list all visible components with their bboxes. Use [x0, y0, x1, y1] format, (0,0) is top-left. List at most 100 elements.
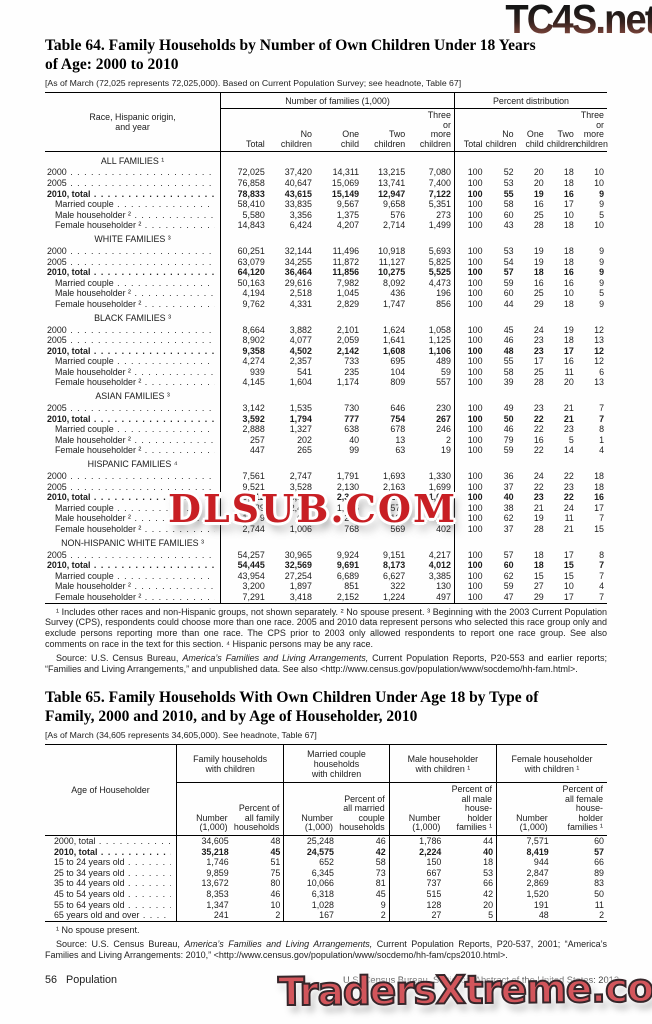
value-cell: 6,345 [311, 867, 334, 878]
source-italic: America’s Families and Living Arrangemen… [182, 653, 369, 664]
value-cell: 7 [599, 403, 604, 414]
value-cell: 2,888 [242, 424, 265, 435]
value-cell: 2,747 [289, 471, 312, 482]
value-cell: 33,835 [284, 199, 312, 210]
value-cell: 235 [344, 366, 360, 377]
value-cell: 447 [249, 445, 265, 456]
table-row: Married couple . . . . . . . . . . . . .… [45, 277, 607, 289]
value-cell: 54,257 [237, 549, 265, 560]
value-cell: 1,058 [408, 324, 455, 336]
value-cell: 13,215 [378, 167, 406, 178]
value-cell: 1,149 [408, 502, 455, 514]
value-cell: 1,535 [289, 403, 312, 414]
value-cell: 1,747 [383, 298, 406, 309]
value-cell: 1,330 [408, 471, 455, 482]
sub-header-percent-family: Percent of all family households [231, 782, 285, 836]
value-cell: 9,358 [242, 345, 265, 356]
row-label: 2005 . . . . . . . . . . . . . . . . . .… [45, 256, 222, 268]
value-cell: 40 [444, 846, 498, 858]
value-cell: 856 [408, 298, 455, 310]
value-cell: 16 [563, 188, 574, 199]
value-cell: 4,194 [242, 288, 265, 299]
table-row: 35 to 44 years old . . . . . . . . . . .… [45, 878, 607, 889]
table-row: Male householder ² . . . . . . . . . . .… [45, 288, 607, 299]
value-cell: 10 [563, 288, 574, 299]
value-cell: 10,412 [237, 492, 265, 503]
value-cell: 15 [533, 570, 544, 581]
value-cell: 9,521 [242, 481, 265, 492]
row-label: 2005 . . . . . . . . . . . . . . . . . .… [45, 403, 222, 414]
value-cell: 57 [594, 846, 604, 857]
source-italic: America’s Families and Living Arrangemen… [184, 938, 373, 949]
value-cell: 18 [563, 177, 574, 188]
value-cell: 809 [390, 377, 406, 388]
section-header-row: ALL FAMILIES ¹ [45, 151, 607, 168]
row-label: 2000 . . . . . . . . . . . . . . . . . .… [45, 324, 222, 336]
table-row: 2005 . . . . . . . . . . . . . . . . . .… [45, 481, 607, 493]
value-cell: 150 [426, 857, 442, 868]
value-cell: 733 [344, 356, 360, 367]
value-cell: 66 [444, 878, 498, 889]
value-cell: 257 [249, 434, 265, 445]
value-cell: 29 [516, 591, 547, 604]
table64: Race, Hispanic origin, and year Number o… [45, 92, 608, 604]
value-cell: 21 [563, 524, 574, 534]
value-cell: 45 [503, 324, 514, 335]
value-cell: 32,144 [284, 245, 312, 256]
value-cell: 30,965 [284, 549, 312, 560]
row-label: 25 to 34 years old . . . . . . . . . . .… [45, 867, 177, 879]
table-row: Male householder ² . . . . . . . . . . .… [45, 366, 607, 378]
value-cell: 11 [564, 366, 574, 377]
value-cell: 167 [283, 910, 337, 922]
value-cell: 737 [426, 878, 442, 889]
section-header-row: BLACK FAMILIES ³ [45, 309, 607, 325]
value-cell: 38 [503, 502, 514, 513]
table-row: Male householder ² . . . . . . . . . . .… [45, 209, 607, 221]
value-cell: 9,658 [383, 199, 406, 210]
table-row: 55 to 64 years old . . . . . . . . . . .… [45, 899, 607, 911]
value-cell: 638 [344, 424, 360, 435]
value-cell: 42 [444, 888, 498, 900]
value-cell: 18 [563, 167, 574, 178]
table-row: 2005 . . . . . . . . . . . . . . . . . .… [45, 256, 607, 268]
section-header-row: NON-HISPANIC WHITE FAMILIES ³ [45, 534, 607, 550]
value-cell: 2,497 [289, 502, 312, 513]
value-cell: 196 [408, 288, 455, 299]
value-cell: 19 [533, 188, 544, 199]
value-cell: 1,125 [408, 335, 455, 346]
value-cell: 18 [533, 560, 544, 571]
value-cell: 35,218 [201, 846, 229, 857]
census-credit-line: U.S. Census Bureau, Statistical Abstract… [343, 975, 619, 986]
value-cell: 16 [563, 356, 574, 367]
value-cell: 23 [533, 403, 544, 414]
value-cell: 23 [533, 345, 544, 356]
col-header-three-or-more: Three or more children [576, 108, 608, 153]
row-label: Married couple . . . . . . . . . . . . .… [45, 277, 222, 289]
value-cell: 667 [426, 867, 442, 878]
value-cell: 100 [467, 377, 483, 388]
value-cell: 15,069 [331, 177, 360, 188]
row-label: 2010, total . . . . . . . . . . . . . . … [45, 846, 177, 858]
section-header: ALL FAMILIES ¹ [45, 151, 222, 168]
row-label: Male householder ² . . . . . . . . . . .… [45, 288, 222, 299]
table-row: Married couple . . . . . . . . . . . . .… [45, 356, 607, 367]
value-cell: 9 [599, 256, 604, 267]
table-row: 2000 . . . . . . . . . . . . . . . . . .… [45, 245, 607, 257]
value-cell: 75 [231, 867, 285, 879]
value-cell: 7 [599, 570, 604, 581]
value-cell: 58,410 [237, 199, 265, 210]
value-cell: 16 [533, 199, 544, 210]
value-cell: 497 [408, 591, 455, 604]
value-cell: 4,274 [242, 356, 265, 367]
value-cell: 124 [390, 513, 406, 524]
value-cell: 7,400 [408, 177, 455, 189]
value-cell: 939 [249, 366, 265, 377]
value-cell: 9,924 [336, 549, 360, 560]
value-cell: 22 [563, 492, 574, 503]
value-cell: 2,869 [526, 878, 549, 889]
page-footer: 56 Population U.S. Census Bureau, Statist… [45, 974, 619, 986]
value-cell: 18 [444, 857, 498, 868]
value-cell: 59 [408, 366, 455, 378]
table-row: 2005 . . . . . . . . . . . . . . . . . .… [45, 335, 607, 346]
value-cell: 9 [599, 267, 604, 278]
